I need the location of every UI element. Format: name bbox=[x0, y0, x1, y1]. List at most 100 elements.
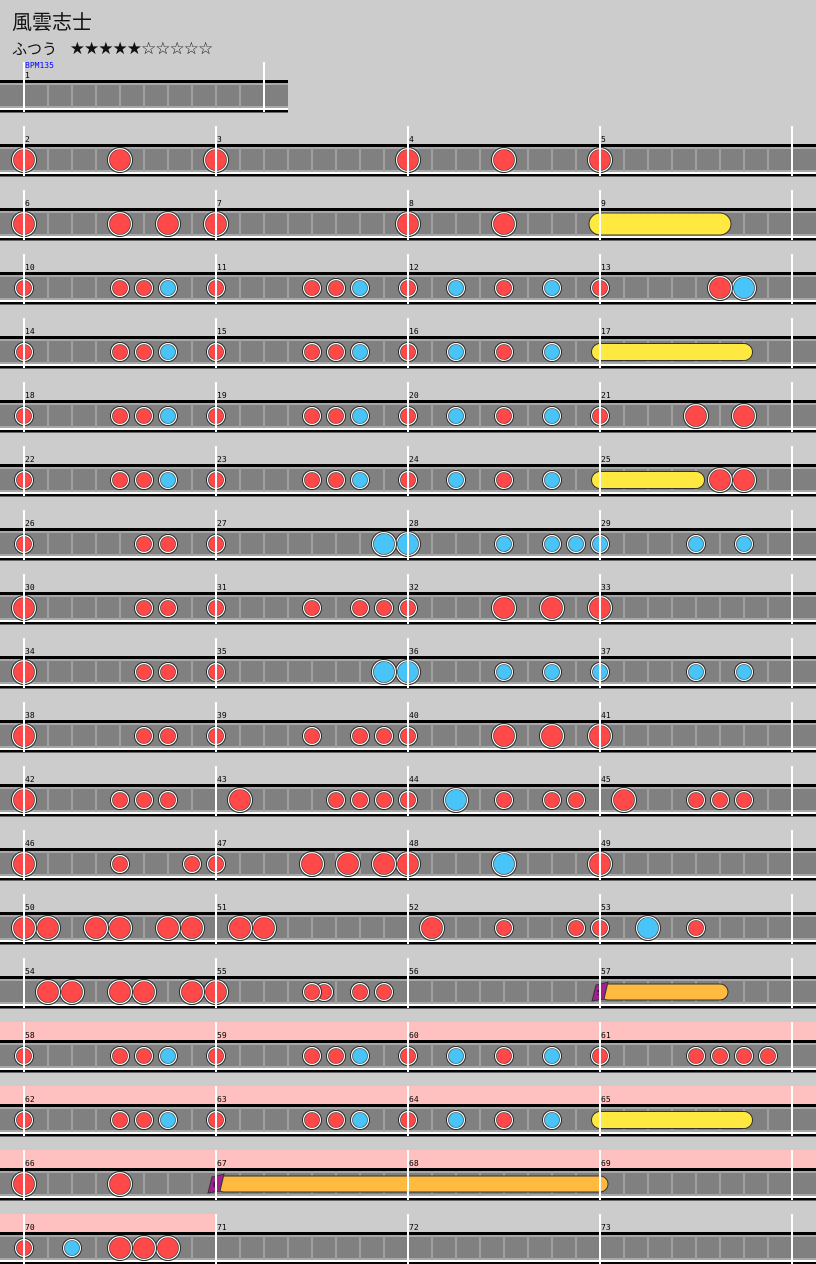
measure-line bbox=[23, 62, 25, 112]
don-note bbox=[494, 1046, 514, 1066]
beat-line bbox=[623, 1235, 625, 1260]
note-face bbox=[544, 792, 560, 808]
beat-line bbox=[119, 659, 121, 684]
beat-line bbox=[719, 1171, 721, 1196]
beat-line bbox=[527, 531, 529, 556]
note-layer bbox=[11, 147, 778, 1261]
ka-note bbox=[446, 470, 466, 490]
measure-line bbox=[599, 574, 601, 624]
beat-line bbox=[695, 595, 697, 620]
don-note bbox=[494, 406, 514, 426]
beat-line bbox=[623, 723, 625, 748]
note-face bbox=[304, 1112, 320, 1128]
beat-line bbox=[719, 723, 721, 748]
beat-line bbox=[527, 979, 529, 1004]
beat-line bbox=[767, 531, 769, 556]
beat-line bbox=[71, 339, 73, 364]
beat-line bbox=[71, 595, 73, 620]
note-face bbox=[160, 280, 176, 296]
beat-line bbox=[263, 1107, 265, 1132]
measure-line bbox=[407, 638, 409, 688]
measure-line bbox=[23, 190, 25, 240]
beat-line bbox=[647, 403, 649, 428]
beat-line bbox=[383, 275, 385, 300]
measure-line bbox=[215, 382, 217, 432]
don-note bbox=[326, 278, 346, 298]
beat-line bbox=[623, 1043, 625, 1068]
beat-line bbox=[503, 979, 505, 1004]
don-note bbox=[566, 790, 586, 810]
note-face bbox=[352, 1048, 368, 1064]
beat-line bbox=[719, 915, 721, 940]
measure-number: 46 bbox=[25, 839, 35, 848]
beat-line bbox=[647, 1043, 649, 1068]
measure-line bbox=[791, 1214, 793, 1264]
beat-line bbox=[431, 851, 433, 876]
beat-line bbox=[191, 659, 193, 684]
don-note bbox=[350, 598, 370, 618]
beat-line bbox=[215, 83, 217, 108]
note-face bbox=[352, 472, 368, 488]
note-face bbox=[61, 981, 83, 1003]
beat-line bbox=[71, 83, 73, 108]
beat-line bbox=[191, 1235, 193, 1260]
don-note bbox=[110, 1110, 130, 1130]
measure-line bbox=[23, 1086, 25, 1136]
beat-line bbox=[239, 979, 241, 1004]
level-stars: ★★★★★☆☆☆☆☆ bbox=[69, 39, 213, 59]
beat-line bbox=[527, 403, 529, 428]
measure-number: 23 bbox=[217, 455, 227, 464]
beat-line bbox=[71, 211, 73, 236]
measure-line bbox=[599, 894, 601, 944]
don-note bbox=[134, 662, 154, 682]
measure-line bbox=[599, 1214, 601, 1264]
beat-line bbox=[695, 723, 697, 748]
beat-line bbox=[143, 915, 145, 940]
beat-line bbox=[623, 275, 625, 300]
note-face bbox=[376, 792, 392, 808]
note-face bbox=[544, 472, 560, 488]
beat-line bbox=[47, 851, 49, 876]
beat-line bbox=[239, 531, 241, 556]
note-face bbox=[496, 472, 512, 488]
beat-line bbox=[383, 1235, 385, 1260]
beat-line bbox=[335, 723, 337, 748]
measure-line bbox=[791, 254, 793, 304]
beat-line bbox=[47, 1235, 49, 1260]
beat-line bbox=[335, 979, 337, 1004]
beat-line bbox=[767, 147, 769, 172]
beat-line bbox=[71, 659, 73, 684]
measure-line bbox=[407, 894, 409, 944]
don-note bbox=[158, 726, 178, 746]
don-note bbox=[302, 342, 322, 362]
beat-line bbox=[47, 531, 49, 556]
beat-line bbox=[359, 915, 361, 940]
measure-number: 3 bbox=[217, 135, 222, 144]
beat-line bbox=[119, 83, 121, 108]
measure-line bbox=[599, 318, 601, 368]
ka-note bbox=[542, 1110, 562, 1130]
beat-line bbox=[647, 275, 649, 300]
note-face bbox=[568, 536, 584, 552]
beat-line bbox=[671, 915, 673, 940]
beat-line bbox=[575, 275, 577, 300]
ka-note bbox=[62, 1238, 82, 1258]
note-face bbox=[685, 405, 707, 427]
measure-line bbox=[599, 958, 601, 1008]
beat-line bbox=[575, 979, 577, 1004]
measure-line bbox=[599, 1150, 601, 1200]
beat-line bbox=[383, 1043, 385, 1068]
beat-line bbox=[527, 851, 529, 876]
measure-number: 44 bbox=[409, 775, 419, 784]
measure-line bbox=[407, 702, 409, 752]
ka-note bbox=[446, 1046, 466, 1066]
note-face bbox=[733, 469, 755, 491]
beat-line bbox=[95, 1171, 97, 1196]
beat-line bbox=[671, 1043, 673, 1068]
note-face bbox=[544, 536, 560, 552]
measure-number: 25 bbox=[601, 455, 611, 464]
beat-line bbox=[383, 403, 385, 428]
beat-line bbox=[767, 659, 769, 684]
measure-line bbox=[215, 894, 217, 944]
measure-number: 70 bbox=[25, 1223, 35, 1232]
